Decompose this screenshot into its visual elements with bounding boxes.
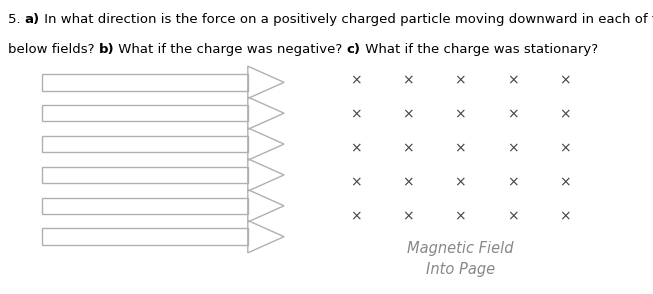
Text: ×: ×: [507, 74, 518, 88]
Bar: [42, 105, 248, 121]
Text: ×: ×: [402, 175, 414, 189]
Text: ×: ×: [454, 74, 466, 88]
Text: ×: ×: [454, 108, 466, 122]
Text: What if the charge was negative?: What if the charge was negative?: [114, 43, 347, 56]
Text: Magnetic Field
Into Page: Magnetic Field Into Page: [407, 241, 514, 277]
Text: ×: ×: [559, 108, 571, 122]
Text: ×: ×: [402, 141, 414, 156]
Bar: [42, 136, 248, 152]
Text: ×: ×: [350, 175, 362, 189]
Text: ×: ×: [507, 209, 518, 223]
Text: In what direction is the force on a positively charged particle moving downward : In what direction is the force on a posi…: [40, 13, 653, 26]
Text: ×: ×: [350, 74, 362, 88]
Text: below fields?: below fields?: [8, 43, 99, 56]
Bar: [42, 167, 248, 183]
Text: ×: ×: [454, 209, 466, 223]
Text: ×: ×: [559, 141, 571, 156]
Text: ×: ×: [559, 209, 571, 223]
Bar: [42, 74, 248, 91]
Bar: [42, 198, 248, 214]
Text: ×: ×: [350, 108, 362, 122]
Text: ×: ×: [559, 74, 571, 88]
Bar: [42, 228, 248, 245]
Text: What if the charge was stationary?: What if the charge was stationary?: [360, 43, 598, 56]
Text: ×: ×: [402, 108, 414, 122]
Text: ×: ×: [402, 74, 414, 88]
Text: ×: ×: [350, 209, 362, 223]
Text: ×: ×: [454, 175, 466, 189]
Text: c): c): [347, 43, 360, 56]
Text: ×: ×: [507, 108, 518, 122]
Text: ×: ×: [559, 175, 571, 189]
Text: ×: ×: [507, 141, 518, 156]
Text: 5.: 5.: [8, 13, 25, 26]
Text: ×: ×: [402, 209, 414, 223]
Text: b): b): [99, 43, 114, 56]
Text: ×: ×: [507, 175, 518, 189]
Text: a): a): [25, 13, 40, 26]
Text: ×: ×: [350, 141, 362, 156]
Text: ×: ×: [454, 141, 466, 156]
